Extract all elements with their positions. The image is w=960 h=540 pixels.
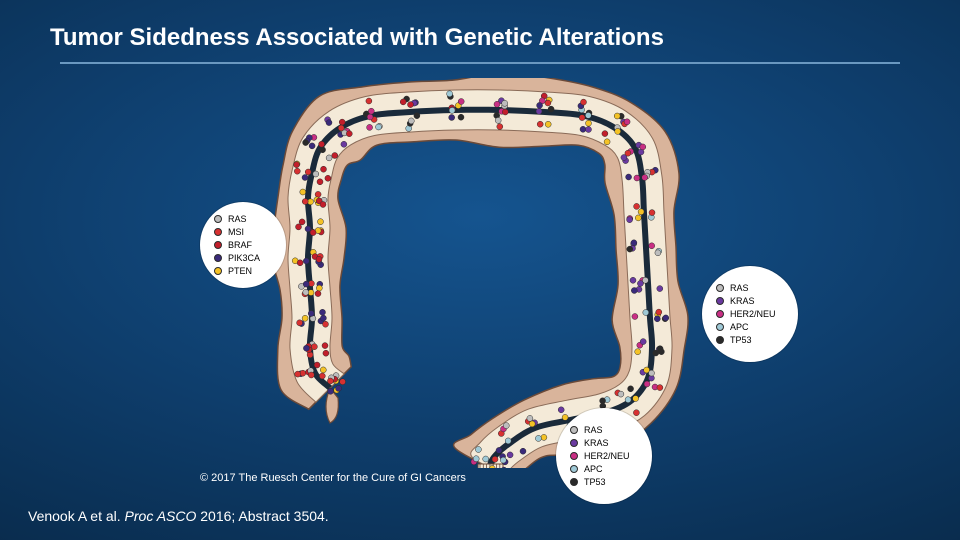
legend-label: HER2/NEU [584, 451, 630, 461]
legend-label: RAS [730, 283, 749, 293]
legend-dot-icon [716, 284, 724, 292]
legend-left: RAS MSI BRAF PIK3CA PTEN [200, 202, 286, 288]
legend-dot-icon [716, 310, 724, 318]
legend-dot-icon [716, 336, 724, 344]
legend-label: PIK3CA [228, 253, 260, 263]
legend-bottom: RAS KRAS HER2/NEU APC TP53 [556, 408, 652, 504]
legend-label: APC [584, 464, 603, 474]
legend-label: BRAF [228, 240, 252, 250]
legend-dot-icon [570, 465, 578, 473]
legend-label: TP53 [584, 477, 606, 487]
legend-row: APC [716, 321, 798, 334]
legend-dot-icon [570, 478, 578, 486]
legend-dot-icon [214, 228, 222, 236]
legend-row: BRAF [214, 239, 286, 252]
legend-label: PTEN [228, 266, 252, 276]
citation-suffix: 2016; Abstract 3504. [196, 508, 328, 524]
legend-dot-icon [716, 297, 724, 305]
legend-dot-icon [716, 323, 724, 331]
legend-row: PIK3CA [214, 252, 286, 265]
legend-label: TP53 [730, 335, 752, 345]
citation-text: Venook A et al. Proc ASCO 2016; Abstract… [28, 508, 329, 524]
legend-dot-icon [570, 452, 578, 460]
colon-diagram [260, 78, 700, 468]
legend-dot-icon [214, 267, 222, 275]
citation-journal: Proc ASCO [125, 508, 197, 524]
legend-dot-icon [570, 439, 578, 447]
legend-row: RAS [716, 282, 798, 295]
legend-right: RAS KRAS HER2/NEU APC TP53 [702, 266, 798, 362]
slide-title: Tumor Sidedness Associated with Genetic … [50, 24, 664, 52]
legend-row: HER2/NEU [570, 450, 652, 463]
legend-label: RAS [228, 214, 247, 224]
legend-dot-icon [214, 215, 222, 223]
legend-label: APC [730, 322, 749, 332]
legend-row: APC [570, 463, 652, 476]
legend-row: RAS [214, 213, 286, 226]
legend-row: TP53 [716, 334, 798, 347]
legend-label: HER2/NEU [730, 309, 776, 319]
legend-label: KRAS [730, 296, 755, 306]
legend-row: RAS [570, 424, 652, 437]
divider-rule [60, 62, 900, 64]
legend-row: KRAS [570, 437, 652, 450]
citation-prefix: Venook A et al. [28, 508, 125, 524]
legend-label: MSI [228, 227, 244, 237]
legend-row: HER2/NEU [716, 308, 798, 321]
legend-label: KRAS [584, 438, 609, 448]
legend-dot-icon [214, 254, 222, 262]
legend-row: TP53 [570, 476, 652, 489]
legend-dot-icon [570, 426, 578, 434]
legend-row: PTEN [214, 265, 286, 278]
legend-dot-icon [214, 241, 222, 249]
legend-row: KRAS [716, 295, 798, 308]
legend-row: MSI [214, 226, 286, 239]
legend-label: RAS [584, 425, 603, 435]
copyright-text: © 2017 The Ruesch Center for the Cure of… [200, 472, 466, 484]
